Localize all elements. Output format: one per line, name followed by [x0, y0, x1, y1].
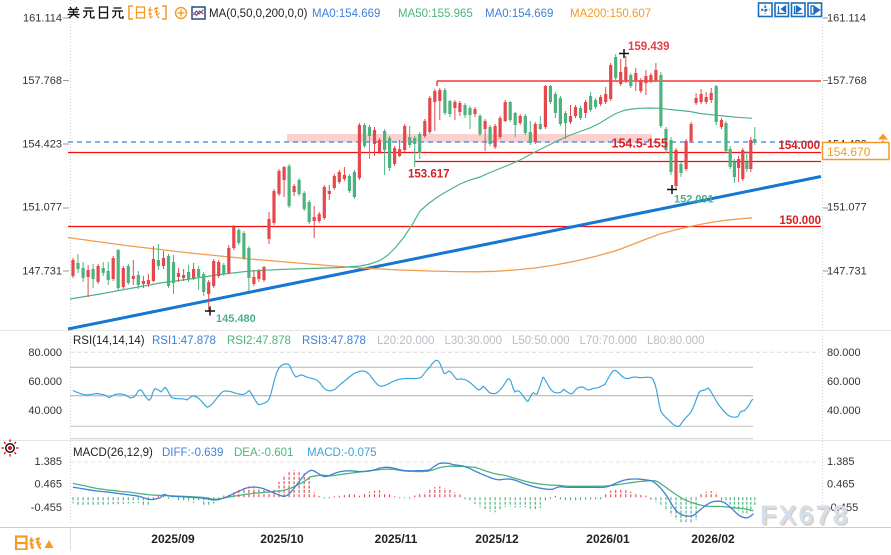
- svg-text:154.000: 154.000: [778, 140, 820, 152]
- svg-text:-0.455: -0.455: [827, 502, 858, 514]
- svg-text:40.000: 40.000: [827, 405, 861, 417]
- svg-text:MACD(26,12,9): MACD(26,12,9): [73, 447, 153, 459]
- svg-text:MA0:154.669: MA0:154.669: [312, 8, 380, 20]
- svg-text:-0.455: -0.455: [31, 502, 62, 514]
- svg-text:0.465: 0.465: [827, 479, 855, 491]
- svg-text:154.670: 154.670: [827, 145, 871, 159]
- svg-text:152.091: 152.091: [674, 194, 714, 206]
- svg-text:151.077: 151.077: [827, 202, 867, 214]
- svg-text:60.000: 60.000: [827, 376, 861, 388]
- svg-text:80.000: 80.000: [827, 347, 861, 359]
- svg-text:159.439: 159.439: [628, 41, 670, 53]
- svg-text:RSI3:47.878: RSI3:47.878: [302, 335, 366, 347]
- svg-text:154.5-155: 154.5-155: [612, 137, 668, 151]
- svg-text:2026/02: 2026/02: [691, 532, 735, 546]
- svg-text:MACD:-0.075: MACD:-0.075: [307, 447, 377, 459]
- svg-text:2025/09: 2025/09: [151, 532, 195, 546]
- svg-text:2025/10: 2025/10: [260, 532, 304, 546]
- svg-text:L70:70.000: L70:70.000: [580, 335, 638, 347]
- svg-text:FX678: FX678: [762, 502, 852, 532]
- svg-text:FX678: FX678: [760, 500, 850, 530]
- svg-text:RSI(14,14,14): RSI(14,14,14): [73, 335, 145, 347]
- svg-text:0.465: 0.465: [34, 479, 62, 491]
- svg-text:157.768: 157.768: [22, 75, 62, 87]
- svg-text:154.423: 154.423: [22, 139, 62, 151]
- svg-text:150.000: 150.000: [779, 215, 821, 227]
- svg-text:MA200:150.607: MA200:150.607: [570, 8, 651, 20]
- svg-text:153.617: 153.617: [408, 169, 450, 181]
- svg-text:151.077: 151.077: [22, 202, 62, 214]
- svg-text:80.000: 80.000: [28, 347, 62, 359]
- svg-text:1.385: 1.385: [34, 456, 62, 468]
- svg-text:145.480: 145.480: [216, 313, 256, 325]
- svg-text:2025/11: 2025/11: [375, 532, 418, 546]
- svg-text:MA50:155.965: MA50:155.965: [398, 8, 473, 20]
- svg-text:DEA:-0.601: DEA:-0.601: [234, 447, 293, 459]
- svg-text:DIFF:-0.639: DIFF:-0.639: [162, 447, 223, 459]
- svg-text:L20:20.000: L20:20.000: [377, 335, 435, 347]
- svg-text:MA(0,50,0,200,0,0): MA(0,50,0,200,0,0): [209, 8, 308, 20]
- svg-text:147.731: 147.731: [827, 266, 867, 278]
- svg-text:RSI2:47.878: RSI2:47.878: [227, 335, 291, 347]
- svg-text:1.385: 1.385: [827, 456, 855, 468]
- svg-text:161.114: 161.114: [23, 13, 62, 25]
- svg-text:2025/12: 2025/12: [475, 532, 519, 546]
- svg-text:161.114: 161.114: [827, 13, 866, 25]
- svg-text:60.000: 60.000: [28, 376, 62, 388]
- svg-text:L50:50.000: L50:50.000: [512, 335, 570, 347]
- svg-text:157.768: 157.768: [827, 75, 867, 87]
- svg-text:MA0:154.669: MA0:154.669: [485, 8, 553, 20]
- svg-text:L80:80.000: L80:80.000: [647, 335, 705, 347]
- svg-text:L30:30.000: L30:30.000: [445, 335, 503, 347]
- svg-text:RSI1:47.878: RSI1:47.878: [152, 335, 216, 347]
- svg-text:40.000: 40.000: [28, 405, 62, 417]
- svg-text:147.731: 147.731: [22, 266, 62, 278]
- svg-text:2026/01: 2026/01: [586, 532, 630, 546]
